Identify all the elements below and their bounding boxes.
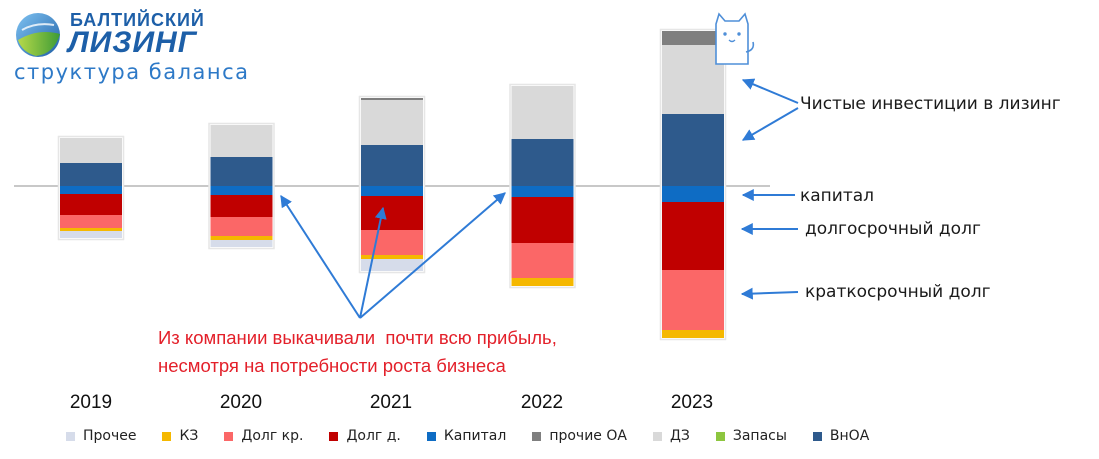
category-label-2019: 2019 xyxy=(69,392,113,413)
bar-segment-2019-Прочее xyxy=(60,231,122,238)
bar-segment-2021-Прочее xyxy=(361,259,423,271)
category-label-2020: 2020 xyxy=(219,392,263,413)
bar-segment-2020-Прочее xyxy=(210,240,273,247)
brand-line2: ЛИЗИНГ xyxy=(68,26,198,59)
legend-swatch xyxy=(532,431,542,441)
category-label-2023: 2023 xyxy=(670,392,714,413)
chart-legend: Прочее КЗ Долг кр. Долг д. Капитал прочи… xyxy=(66,426,895,446)
category-label-2021: 2021 xyxy=(369,392,413,413)
bar-segment-2021-КЗ xyxy=(361,255,423,259)
arrow-note-2021 xyxy=(359,206,387,319)
bar-segment-2019-Долг кр. xyxy=(60,215,122,228)
bar-segment-2023-ДЗ xyxy=(662,45,724,114)
bar-segment-2023-ВнОА xyxy=(662,114,724,186)
arrow-to-noncurrent xyxy=(741,107,799,141)
arrow-note-2020 xyxy=(280,194,361,319)
label-capital: капитал xyxy=(800,186,875,206)
comment-line-1: Из компании выкачивали почти всю прибыль… xyxy=(158,327,557,348)
bar-segment-2022-Долг д. xyxy=(511,197,574,243)
bar-segment-2021-Долг д. xyxy=(361,196,423,230)
legend-swatch xyxy=(426,431,436,441)
arrow-to-short-debt xyxy=(740,287,799,300)
bar-segment-2022-ДЗ xyxy=(511,86,574,139)
bar-segment-2022-ВнОА xyxy=(511,139,574,186)
bar-segment-2021-ВнОА xyxy=(361,145,423,186)
category-label-2022: 2022 xyxy=(520,392,564,413)
annotation-arrows xyxy=(280,78,799,319)
bar-segment-2020-Долг кр. xyxy=(210,217,273,236)
brand-line1: БАЛТИЙСКИЙ xyxy=(70,10,205,30)
legend-swatch xyxy=(224,431,234,441)
logo-globe-icon xyxy=(16,13,60,57)
label-short-debt: краткосрочный долг xyxy=(805,282,991,302)
bar-segment-2020-ВнОА xyxy=(210,157,273,186)
cat-icon xyxy=(715,12,755,65)
legend-item-noncurrent-assets: ВнОА xyxy=(812,428,869,444)
brand-logo: БАЛТИЙСКИЙ ЛИЗИНГ структура баланса xyxy=(14,6,254,86)
label-net-investment: Чистые инвестиции в лизинг xyxy=(800,94,1061,114)
bar-segment-2020-Долг д. xyxy=(210,195,273,217)
bar-segment-2022-КЗ xyxy=(511,278,574,286)
bar-segment-2022-Долг кр. xyxy=(511,243,574,278)
bar-segment-2020-ДЗ xyxy=(210,125,273,157)
bar-segment-2021-Капитал xyxy=(361,186,423,196)
bar-segment-2023-Капитал xyxy=(662,186,724,202)
bar-segment-2023-КЗ xyxy=(662,330,724,338)
legend-swatch xyxy=(812,431,822,441)
legend-item-receivables: ДЗ xyxy=(652,428,690,444)
bar-segment-2023-прочие ОА xyxy=(662,31,724,45)
legend-swatch xyxy=(329,431,339,441)
legend-item-payables: КЗ xyxy=(162,428,198,444)
bar-segment-2022-Капитал xyxy=(511,186,574,197)
legend-swatch xyxy=(66,431,75,441)
page-title: структура баланса xyxy=(14,60,250,84)
arrow-note-2022 xyxy=(359,192,506,319)
bar-segment-2023-Долг кр. xyxy=(662,270,724,330)
bar-segment-2023-Долг д. xyxy=(662,202,724,270)
bar-segment-2019-КЗ xyxy=(60,228,122,231)
arrow-to-receivables xyxy=(741,78,799,104)
legend-swatch xyxy=(715,431,725,441)
legend-item-other: Прочее xyxy=(66,428,136,444)
bar-segment-2021-ДЗ xyxy=(361,100,423,145)
bar-segment-2019-ВнОА xyxy=(60,163,122,186)
bar-segment-2020-Капитал xyxy=(210,186,273,195)
legend-item-short-debt: Долг кр. xyxy=(224,428,303,444)
legend-item-inventory: Запасы xyxy=(715,428,787,444)
legend-item-equity: Капитал xyxy=(426,428,506,444)
comment-line-2: несмотря на потребности роста бизнеса xyxy=(158,355,506,376)
bar-segment-2021-Долг кр. xyxy=(361,230,423,255)
bar-segment-2021-прочие ОА xyxy=(361,98,423,100)
bar-groups xyxy=(57,28,727,341)
legend-item-long-debt: Долг д. xyxy=(329,428,401,444)
legend-swatch xyxy=(162,431,172,441)
legend-item-other-assets: прочие ОА xyxy=(532,428,627,444)
label-long-debt: долгосрочный долг xyxy=(805,219,981,239)
bar-segment-2019-Капитал xyxy=(60,186,122,194)
comment-note: Из компании выкачивали почти всю прибыль… xyxy=(158,324,557,380)
bar-segment-2019-ДЗ xyxy=(60,138,122,163)
legend-swatch xyxy=(652,431,662,441)
bar-segment-2020-КЗ xyxy=(210,236,273,240)
bar-segment-2019-Долг д. xyxy=(60,194,122,215)
